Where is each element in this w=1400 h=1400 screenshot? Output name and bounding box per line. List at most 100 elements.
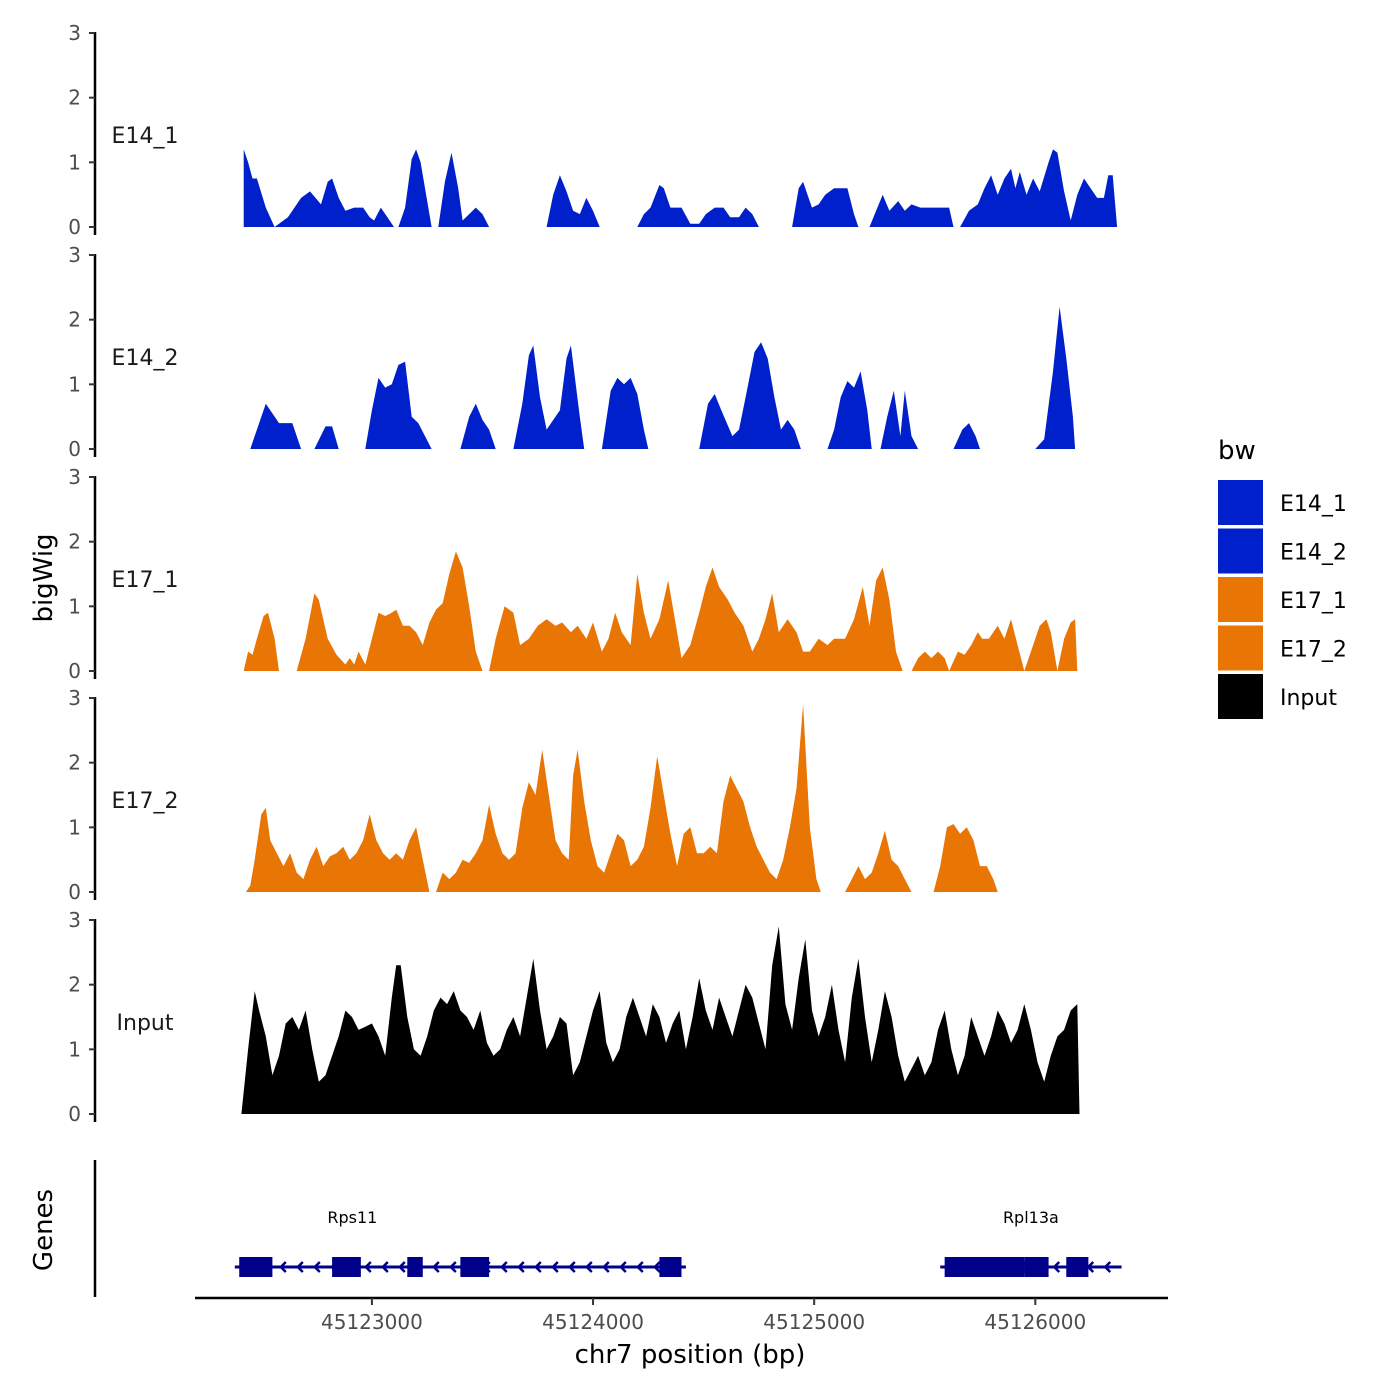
legend-entry-e14-2: E14_2: [1218, 528, 1347, 574]
strand-arrow: [551, 1261, 559, 1273]
strand-arrow: [534, 1261, 542, 1273]
coverage-area: [245, 807, 430, 892]
tracks-layer: 0 1 2 3 E14_1 0 1 2 3 E14_2 0 1 2 3 E17_1 0 1 2 3 E17_2 0 1 2 3…: [68, 21, 1118, 1126]
legend-swatch: [1218, 625, 1263, 671]
coverage-area: [546, 175, 600, 227]
coverage-area: [637, 185, 759, 227]
exon: [407, 1257, 423, 1277]
y-tick-label: 2: [68, 973, 81, 997]
track-e17-1: 0 1 2 3 E17_1: [68, 465, 1078, 683]
coverage-area: [241, 926, 1080, 1114]
coverage-area: [827, 371, 872, 449]
strand-arrow: [279, 1261, 287, 1273]
strand-arrow: [619, 1261, 627, 1273]
coverage-area: [314, 426, 339, 449]
x-tick-label: 45123000: [321, 1310, 423, 1334]
coverage-area: [398, 149, 432, 227]
track-input: 0 1 2 3 Input: [68, 908, 1080, 1126]
legend-title: bw: [1218, 436, 1256, 466]
gene-rpl13a: Rpl13a: [940, 1208, 1122, 1277]
x-tick-label: 45124000: [542, 1310, 644, 1334]
coverage-area: [880, 390, 919, 449]
track-label: E14_2: [112, 346, 179, 371]
coverage-area: [436, 704, 821, 892]
strand-arrow: [398, 1261, 406, 1273]
strand-arrow: [500, 1261, 508, 1273]
coverage-area: [438, 152, 490, 227]
y-tick-label: 1: [68, 150, 81, 174]
track-e14-1: 0 1 2 3 E14_1: [68, 21, 1118, 239]
coverage-area: [460, 403, 496, 449]
y-tick-label: 3: [68, 686, 81, 710]
legend-label: Input: [1280, 686, 1337, 711]
legend-swatch: [1218, 577, 1263, 622]
track-label: E17_2: [112, 789, 179, 814]
y-tick-label: 3: [68, 243, 81, 267]
track-e14-2: 0 1 2 3 E14_2: [68, 243, 1076, 461]
strand-arrow: [636, 1261, 644, 1273]
y-tick-label: 2: [68, 308, 81, 332]
track-label: E14_1: [112, 124, 179, 149]
legend-label: E14_1: [1280, 492, 1347, 517]
coverage-area: [869, 194, 954, 227]
track-label: Input: [117, 1011, 174, 1036]
y-tick-label: 0: [68, 659, 81, 683]
strand-arrow: [568, 1261, 576, 1273]
exon: [239, 1257, 273, 1277]
track-e17-2: 0 1 2 3 E17_2: [68, 686, 998, 904]
y-tick-label: 0: [68, 215, 81, 239]
y-tick-label: 1: [68, 815, 81, 839]
strand-arrow: [296, 1261, 304, 1273]
legend-label: E17_2: [1280, 638, 1347, 663]
strand-arrow: [449, 1261, 457, 1273]
y-tick-label: 2: [68, 86, 81, 110]
y-tick-label: 0: [68, 1102, 81, 1126]
coverage-area: [296, 551, 483, 671]
y-tick-label: 0: [68, 880, 81, 904]
coverage-area: [243, 149, 394, 227]
coverage-area: [601, 377, 649, 449]
coverage-area: [953, 423, 980, 449]
exon: [332, 1257, 361, 1277]
genes-axis-title: Genes: [29, 1189, 59, 1271]
coverage-area: [960, 149, 1118, 227]
coverage-area: [933, 824, 998, 892]
x-axis-title: chr7 position (bp): [575, 1340, 806, 1370]
coverage-area: [489, 567, 903, 671]
strand-arrow: [381, 1261, 389, 1273]
y-tick-label: 2: [68, 751, 81, 775]
y-tick-label: 3: [68, 908, 81, 932]
strand-arrow: [517, 1261, 525, 1273]
x-tick-label: 45126000: [984, 1310, 1086, 1334]
legend-entry-e17-1: E17_1: [1218, 577, 1347, 622]
legend-label: E17_1: [1280, 589, 1347, 614]
y-axis-title: bigWig: [29, 533, 59, 622]
legend-entry-e14-1: E14_1: [1218, 480, 1347, 525]
genes-layer: Rps11 Rpl13a: [93, 1160, 1122, 1297]
strand-arrow: [1052, 1261, 1061, 1273]
strand-arrow: [653, 1261, 661, 1273]
legend-swatch: [1218, 528, 1263, 574]
y-tick-label: 3: [68, 465, 81, 489]
coverage-area: [845, 830, 912, 892]
exon: [460, 1257, 490, 1277]
coverage-area: [243, 612, 279, 671]
strand-arrow: [364, 1261, 372, 1273]
gene-label: Rpl13a: [1003, 1208, 1059, 1227]
strand-arrow: [1103, 1261, 1112, 1273]
coverage-area: [513, 345, 585, 449]
legend-label: E14_2: [1280, 541, 1347, 566]
legend: bw E14_1 E14_2 E17_1 E17_2 Input: [1218, 436, 1347, 719]
y-tick-label: 1: [68, 594, 81, 618]
coverage-area: [250, 403, 302, 449]
gene-label: Rps11: [327, 1208, 377, 1227]
strand-arrow: [585, 1261, 593, 1273]
strand-arrow: [313, 1261, 321, 1273]
legend-entry-input: Input: [1218, 674, 1337, 719]
legend-swatch: [1218, 674, 1263, 719]
x-tick-label: 45125000: [763, 1310, 865, 1334]
y-tick-label: 3: [68, 21, 81, 45]
coverage-area: [792, 181, 859, 227]
strand-arrow: [432, 1261, 440, 1273]
coverage-area: [1035, 306, 1076, 449]
